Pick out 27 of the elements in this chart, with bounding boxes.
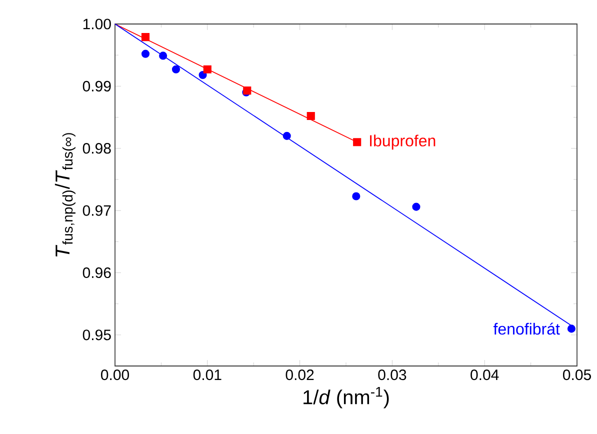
x-axis-title: 1/d (nm$^{-1}$) (304, 386, 389, 408)
y-axis-title: T$_{fus,np(d)}$/T$_{fus(∞)}$ (54, 133, 76, 256)
point (172, 65, 180, 74)
point (203, 65, 212, 74)
point (282, 132, 291, 140)
x-tick-label: 0.00 (101, 370, 130, 380)
series-label: Ibuprofen (370, 134, 436, 150)
y-tick-label: 0.98 (82, 143, 111, 154)
point (567, 324, 576, 333)
x-tick-label: 0.01 (193, 370, 222, 380)
point (412, 202, 420, 211)
point (306, 112, 315, 120)
y-tick-label: 0.99 (82, 80, 111, 92)
x-tick-label: 0.04 (470, 370, 499, 380)
point (141, 50, 150, 58)
y-tick-label: 0.97 (82, 205, 111, 216)
y-tick-label: 0.96 (82, 267, 111, 278)
point (353, 138, 362, 146)
point (159, 52, 168, 60)
y-tick-label: 1.00 (83, 18, 111, 30)
x-tick-label: 0.05 (563, 370, 591, 380)
y-tick-label: 0.95 (82, 330, 111, 340)
point (141, 33, 150, 42)
series-label: fenofibrát (493, 322, 560, 335)
point (352, 192, 360, 200)
x-tick-label: 0.03 (378, 370, 406, 380)
x-tick-label: 0.02 (286, 370, 314, 380)
